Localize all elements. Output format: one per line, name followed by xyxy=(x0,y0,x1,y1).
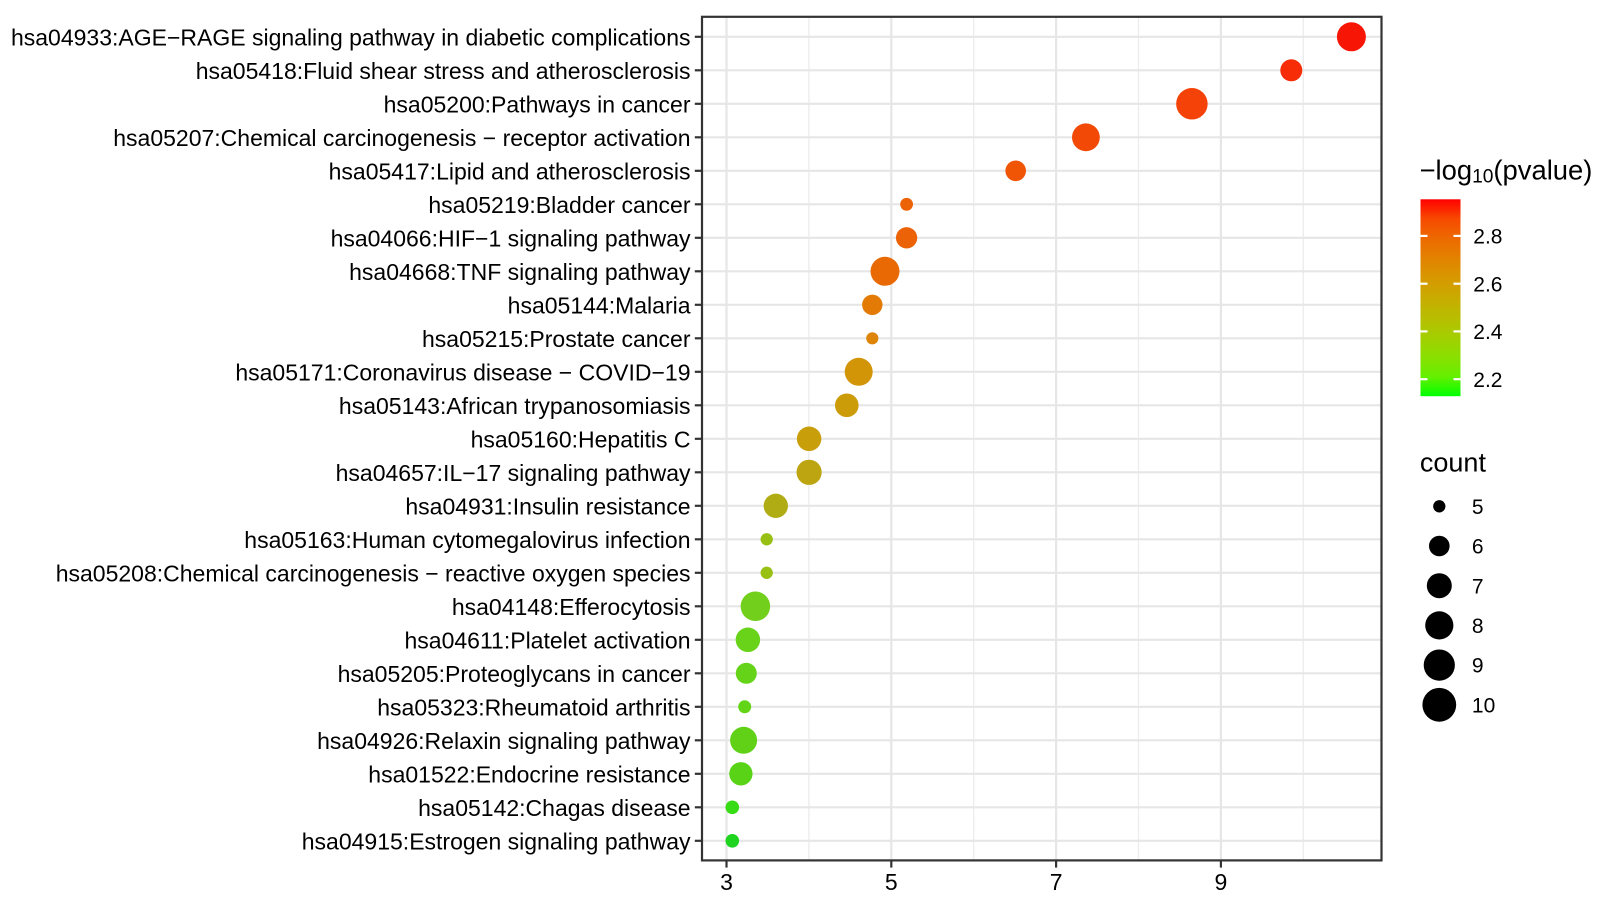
svg-text:3: 3 xyxy=(720,869,733,895)
svg-text:hsa05219:Bladder cancer: hsa05219:Bladder cancer xyxy=(428,192,690,218)
svg-text:hsa04066:HIF−1 signaling pathw: hsa04066:HIF−1 signaling pathway xyxy=(331,225,691,251)
svg-text:hsa05205:Proteoglycans in canc: hsa05205:Proteoglycans in cancer xyxy=(338,661,691,687)
svg-text:hsa04668:TNF signaling pathway: hsa04668:TNF signaling pathway xyxy=(349,259,691,285)
svg-text:hsa05160:Hepatitis C: hsa05160:Hepatitis C xyxy=(471,426,691,452)
svg-text:9: 9 xyxy=(1472,655,1484,678)
svg-text:hsa05207:Chemical carcinogenes: hsa05207:Chemical carcinogenesis − recep… xyxy=(113,125,690,151)
svg-text:5: 5 xyxy=(1472,496,1484,519)
svg-text:hsa05143:African trypanosomias: hsa05143:African trypanosomiasis xyxy=(339,393,691,419)
svg-text:hsa05163:Human cytomegalovirus: hsa05163:Human cytomegalovirus infection xyxy=(244,527,690,553)
svg-text:8: 8 xyxy=(1472,615,1484,638)
svg-text:hsa05142:Chagas disease: hsa05142:Chagas disease xyxy=(418,795,690,821)
svg-text:hsa04657:IL−17 signaling pathw: hsa04657:IL−17 signaling pathway xyxy=(336,460,691,486)
svg-text:2.2: 2.2 xyxy=(1473,369,1502,392)
svg-text:7: 7 xyxy=(1472,575,1484,598)
svg-text:hsa05323:Rheumatoid arthritis: hsa05323:Rheumatoid arthritis xyxy=(377,694,690,720)
svg-text:hsa04926:Relaxin signaling pat: hsa04926:Relaxin signaling pathway xyxy=(317,728,691,754)
svg-text:hsa04933:AGE−RAGE signaling pa: hsa04933:AGE−RAGE signaling pathway in d… xyxy=(11,24,691,50)
svg-text:2.8: 2.8 xyxy=(1473,226,1502,249)
svg-text:hsa05200:Pathways in cancer: hsa05200:Pathways in cancer xyxy=(384,91,691,117)
svg-text:hsa04915:Estrogen signaling pa: hsa04915:Estrogen signaling pathway xyxy=(302,828,691,854)
svg-text:count: count xyxy=(1420,448,1487,478)
svg-text:2.4: 2.4 xyxy=(1473,321,1503,344)
svg-text:6: 6 xyxy=(1472,536,1484,559)
svg-text:hsa05417:Lipid and atheroscler: hsa05417:Lipid and atherosclerosis xyxy=(329,158,691,184)
svg-text:10: 10 xyxy=(1472,694,1495,717)
svg-text:−log10(pvalue): −log10(pvalue) xyxy=(1420,155,1593,188)
svg-text:hsa05215:Prostate cancer: hsa05215:Prostate cancer xyxy=(422,326,691,352)
svg-text:7: 7 xyxy=(1050,869,1063,895)
svg-text:hsa05208:Chemical carcinogenes: hsa05208:Chemical carcinogenesis − react… xyxy=(56,560,691,586)
svg-text:hsa04611:Platelet activation: hsa04611:Platelet activation xyxy=(405,627,691,653)
svg-text:2.6: 2.6 xyxy=(1473,273,1502,296)
svg-text:hsa04931:Insulin resistance: hsa04931:Insulin resistance xyxy=(405,493,690,519)
svg-text:hsa04148:Efferocytosis: hsa04148:Efferocytosis xyxy=(452,594,691,620)
svg-text:hsa01522:Endocrine resistance: hsa01522:Endocrine resistance xyxy=(368,761,690,787)
svg-text:5: 5 xyxy=(885,869,898,895)
svg-text:hsa05144:Malaria: hsa05144:Malaria xyxy=(508,292,691,318)
svg-text:hsa05171:Coronavirus disease −: hsa05171:Coronavirus disease − COVID−19 xyxy=(235,359,690,385)
svg-text:9: 9 xyxy=(1215,869,1228,895)
svg-text:hsa05418:Fluid shear stress an: hsa05418:Fluid shear stress and atherosc… xyxy=(196,58,691,84)
